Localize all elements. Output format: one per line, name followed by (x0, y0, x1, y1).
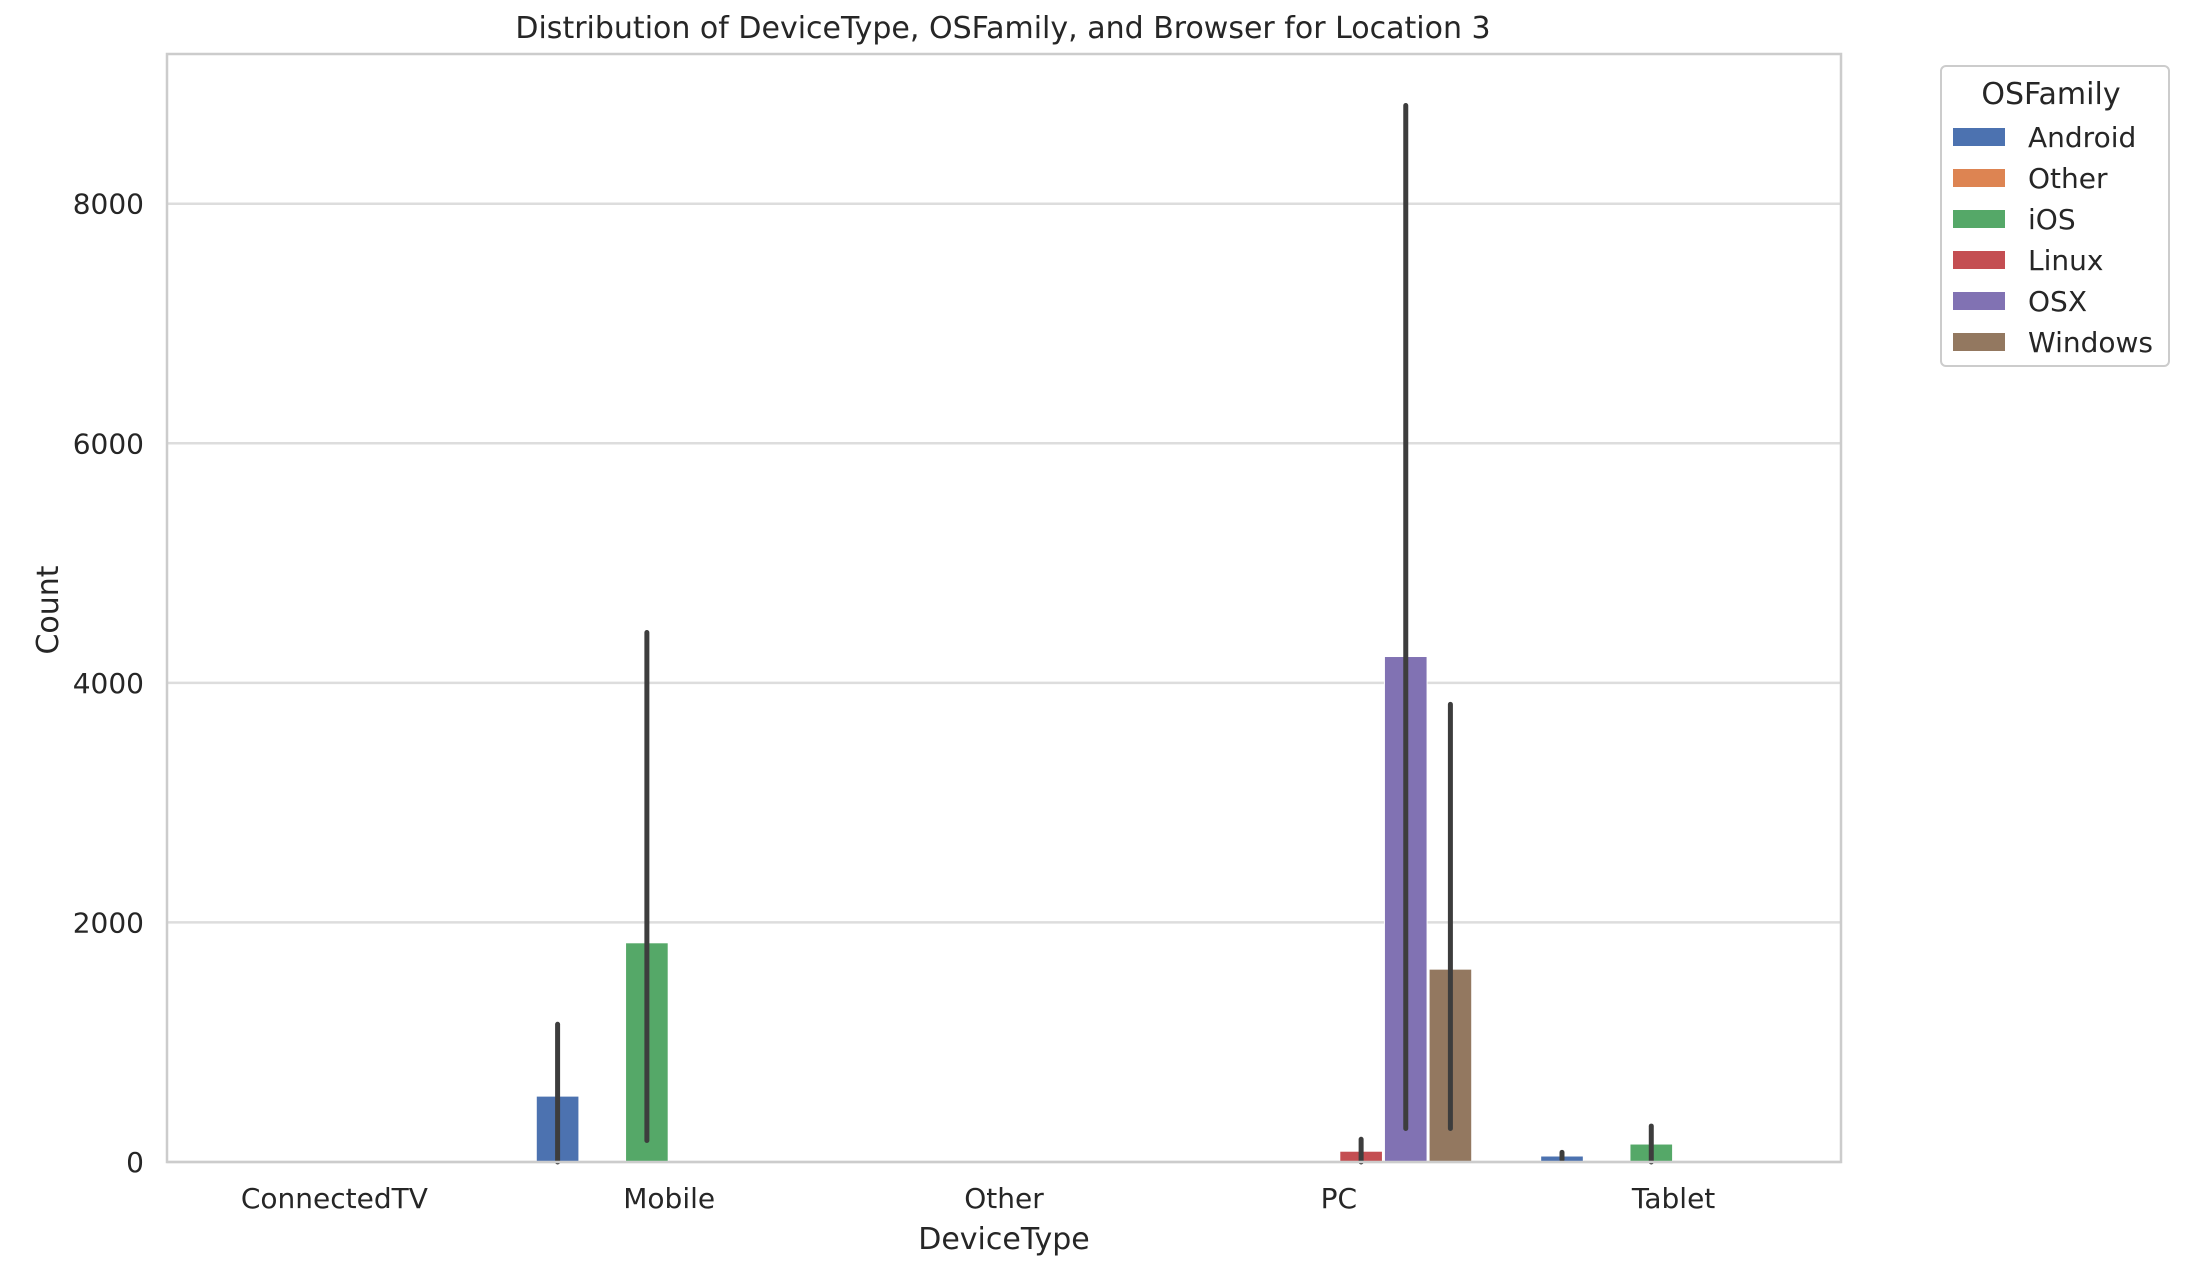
legend-label-android: Android (2028, 121, 2136, 154)
legend-label-other: Other (2028, 162, 2108, 195)
x-tick-label: Mobile (623, 1182, 715, 1215)
legend-swatch-android (1953, 128, 2005, 146)
x-tick-label: Other (964, 1182, 1044, 1215)
legend-items: Android Other iOS Linux OSX Windows (1953, 121, 2153, 359)
legend-swatch-other (1953, 169, 2005, 187)
y-tick-label: 4000 (73, 667, 144, 700)
legend-title: OSFamily (1981, 77, 2120, 112)
y-axis-label: Count (31, 565, 66, 654)
y-tick-label: 8000 (73, 188, 144, 221)
x-axis-label: DeviceType (918, 1222, 1090, 1257)
plot-frame (165, 52, 1843, 1164)
legend-swatch-ios (1953, 210, 2005, 228)
x-tick-label: ConnectedTV (241, 1182, 428, 1215)
plot-area (167, 54, 1841, 1162)
y-tick-label: 0 (126, 1146, 144, 1179)
x-axis-ticks: ConnectedTV Mobile Other PC Tablet (241, 1182, 1715, 1215)
x-tick-label: PC (1321, 1182, 1357, 1215)
legend-label-ios: iOS (2028, 203, 2076, 236)
legend-label-windows: Windows (2028, 326, 2153, 359)
y-tick-label: 6000 (73, 427, 144, 460)
legend-swatch-windows (1953, 333, 2005, 351)
legend-label-osx: OSX (2028, 285, 2087, 318)
chart-title: Distribution of DeviceType, OSFamily, an… (515, 11, 1490, 46)
x-tick-label: Tablet (1631, 1182, 1715, 1215)
legend-swatch-linux (1953, 251, 2005, 269)
legend-swatch-osx (1953, 292, 2005, 310)
legend: OSFamily Android Other iOS Linux OSX Windows (1940, 65, 2170, 367)
legend-label-linux: Linux (2028, 244, 2103, 277)
y-axis-ticks: 0 2000 4000 6000 8000 (73, 188, 144, 1179)
y-tick-label: 2000 (73, 906, 144, 939)
error-bars (555, 103, 1654, 1165)
